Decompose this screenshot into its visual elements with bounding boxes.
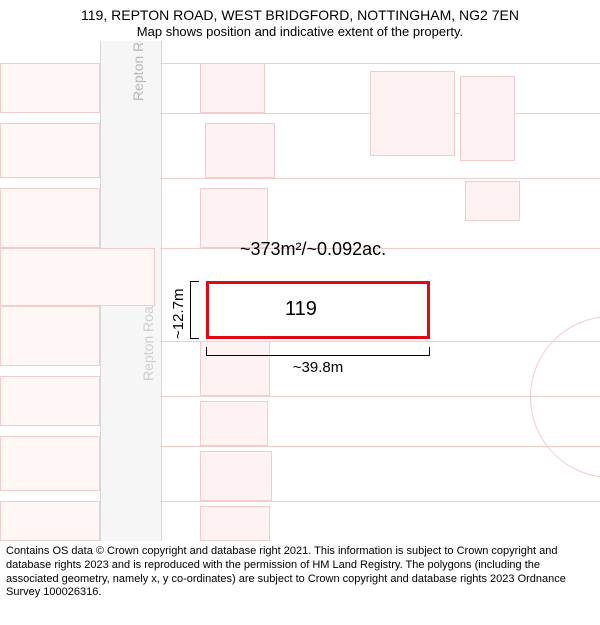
plot-boundary-line xyxy=(160,501,600,502)
map-area: Repton Road Repton Road ~373m²/~0.092ac.… xyxy=(0,41,600,541)
building-footprint xyxy=(465,181,520,221)
plot-left xyxy=(0,436,100,491)
area-label: ~373m²/~0.092ac. xyxy=(240,239,386,260)
plot-boundary-line xyxy=(160,446,600,447)
property-highlight xyxy=(206,281,430,339)
map-subtitle: Map shows position and indicative extent… xyxy=(0,24,600,41)
plot-left xyxy=(0,123,100,178)
width-dimension-label: ~39.8m xyxy=(206,359,430,376)
address-title: 119, REPTON ROAD, WEST BRIDGFORD, NOTTIN… xyxy=(0,6,600,24)
width-dimension-bracket xyxy=(206,347,430,356)
building-footprint xyxy=(205,123,275,178)
building-footprint xyxy=(370,71,455,156)
height-dimension-label: ~12.7m xyxy=(170,289,187,339)
plot-left xyxy=(0,248,155,306)
copyright-footer: Contains OS data © Crown copyright and d… xyxy=(0,541,600,606)
plot-boundary-line xyxy=(160,178,600,179)
plot-left xyxy=(0,501,100,541)
plot-left xyxy=(0,306,100,366)
building-footprint xyxy=(200,401,268,446)
plot-left xyxy=(0,63,100,113)
building-footprint xyxy=(200,63,265,113)
header: 119, REPTON ROAD, WEST BRIDGFORD, NOTTIN… xyxy=(0,0,600,41)
building-footprint xyxy=(200,451,272,501)
building-footprint xyxy=(200,506,270,541)
plot-left xyxy=(0,188,100,248)
road-label-lower: Repton Road xyxy=(140,299,156,382)
plot-left xyxy=(0,376,100,426)
height-dimension-bracket xyxy=(190,281,199,339)
road-label-upper: Repton Road xyxy=(130,41,146,101)
property-number: 119 xyxy=(285,298,317,321)
building-footprint xyxy=(460,76,515,161)
